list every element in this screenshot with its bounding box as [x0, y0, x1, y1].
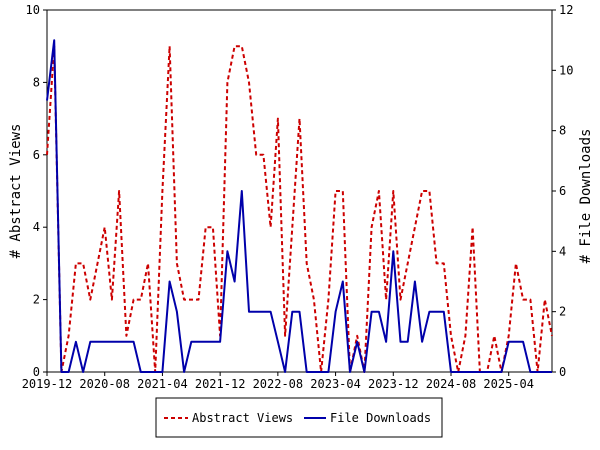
x-tick-label: 2019-12: [22, 377, 73, 391]
series-layer: [46, 39, 553, 373]
right-axis-title: # File Downloads: [578, 129, 594, 264]
x-tick-label: 2020-08: [79, 377, 130, 391]
legend-abstract-views-label: Abstract Views: [192, 411, 293, 425]
legend-file-downloads-label: File Downloads: [330, 411, 431, 425]
right-tick-label: 2: [559, 305, 566, 319]
right-tick-label: 4: [559, 244, 566, 258]
right-axis-ticks: 0 2 4 6 8 10 12: [552, 3, 573, 379]
legend: Abstract Views File Downloads: [155, 397, 443, 438]
right-tick-label: 6: [559, 184, 566, 198]
x-tick-label: 2021-04: [137, 377, 188, 391]
left-tick-label: 0: [33, 365, 40, 379]
abstract-views-line: [46, 45, 553, 373]
x-tick-label: 2023-04: [310, 377, 361, 391]
left-tick-label: 6: [33, 148, 40, 162]
x-tick-label: 2023-12: [368, 377, 419, 391]
left-tick-label: 10: [26, 3, 40, 17]
x-tick-label: 2021-12: [195, 377, 246, 391]
left-axis-ticks: 0 2 4 6 8 10: [26, 3, 47, 379]
x-tick-label: 2025-04: [483, 377, 534, 391]
x-axis-ticks: 2019-12 2020-08 2021-04 2021-12 2022-08 2023-…: [22, 372, 534, 391]
file-downloads-line: [46, 39, 552, 373]
left-tick-label: 8: [33, 75, 40, 89]
x-tick-label: 2022-08: [253, 377, 304, 391]
x-tick-label: 2024-08: [426, 377, 477, 391]
right-tick-label: 10: [559, 63, 573, 77]
left-axis-title: # Abstract Views: [8, 124, 24, 259]
left-tick-label: 4: [33, 220, 40, 234]
right-tick-label: 0: [559, 365, 566, 379]
right-tick-label: 8: [559, 124, 566, 138]
left-tick-label: 2: [33, 293, 40, 307]
right-tick-label: 12: [559, 3, 573, 17]
legend-box: [155, 397, 443, 438]
